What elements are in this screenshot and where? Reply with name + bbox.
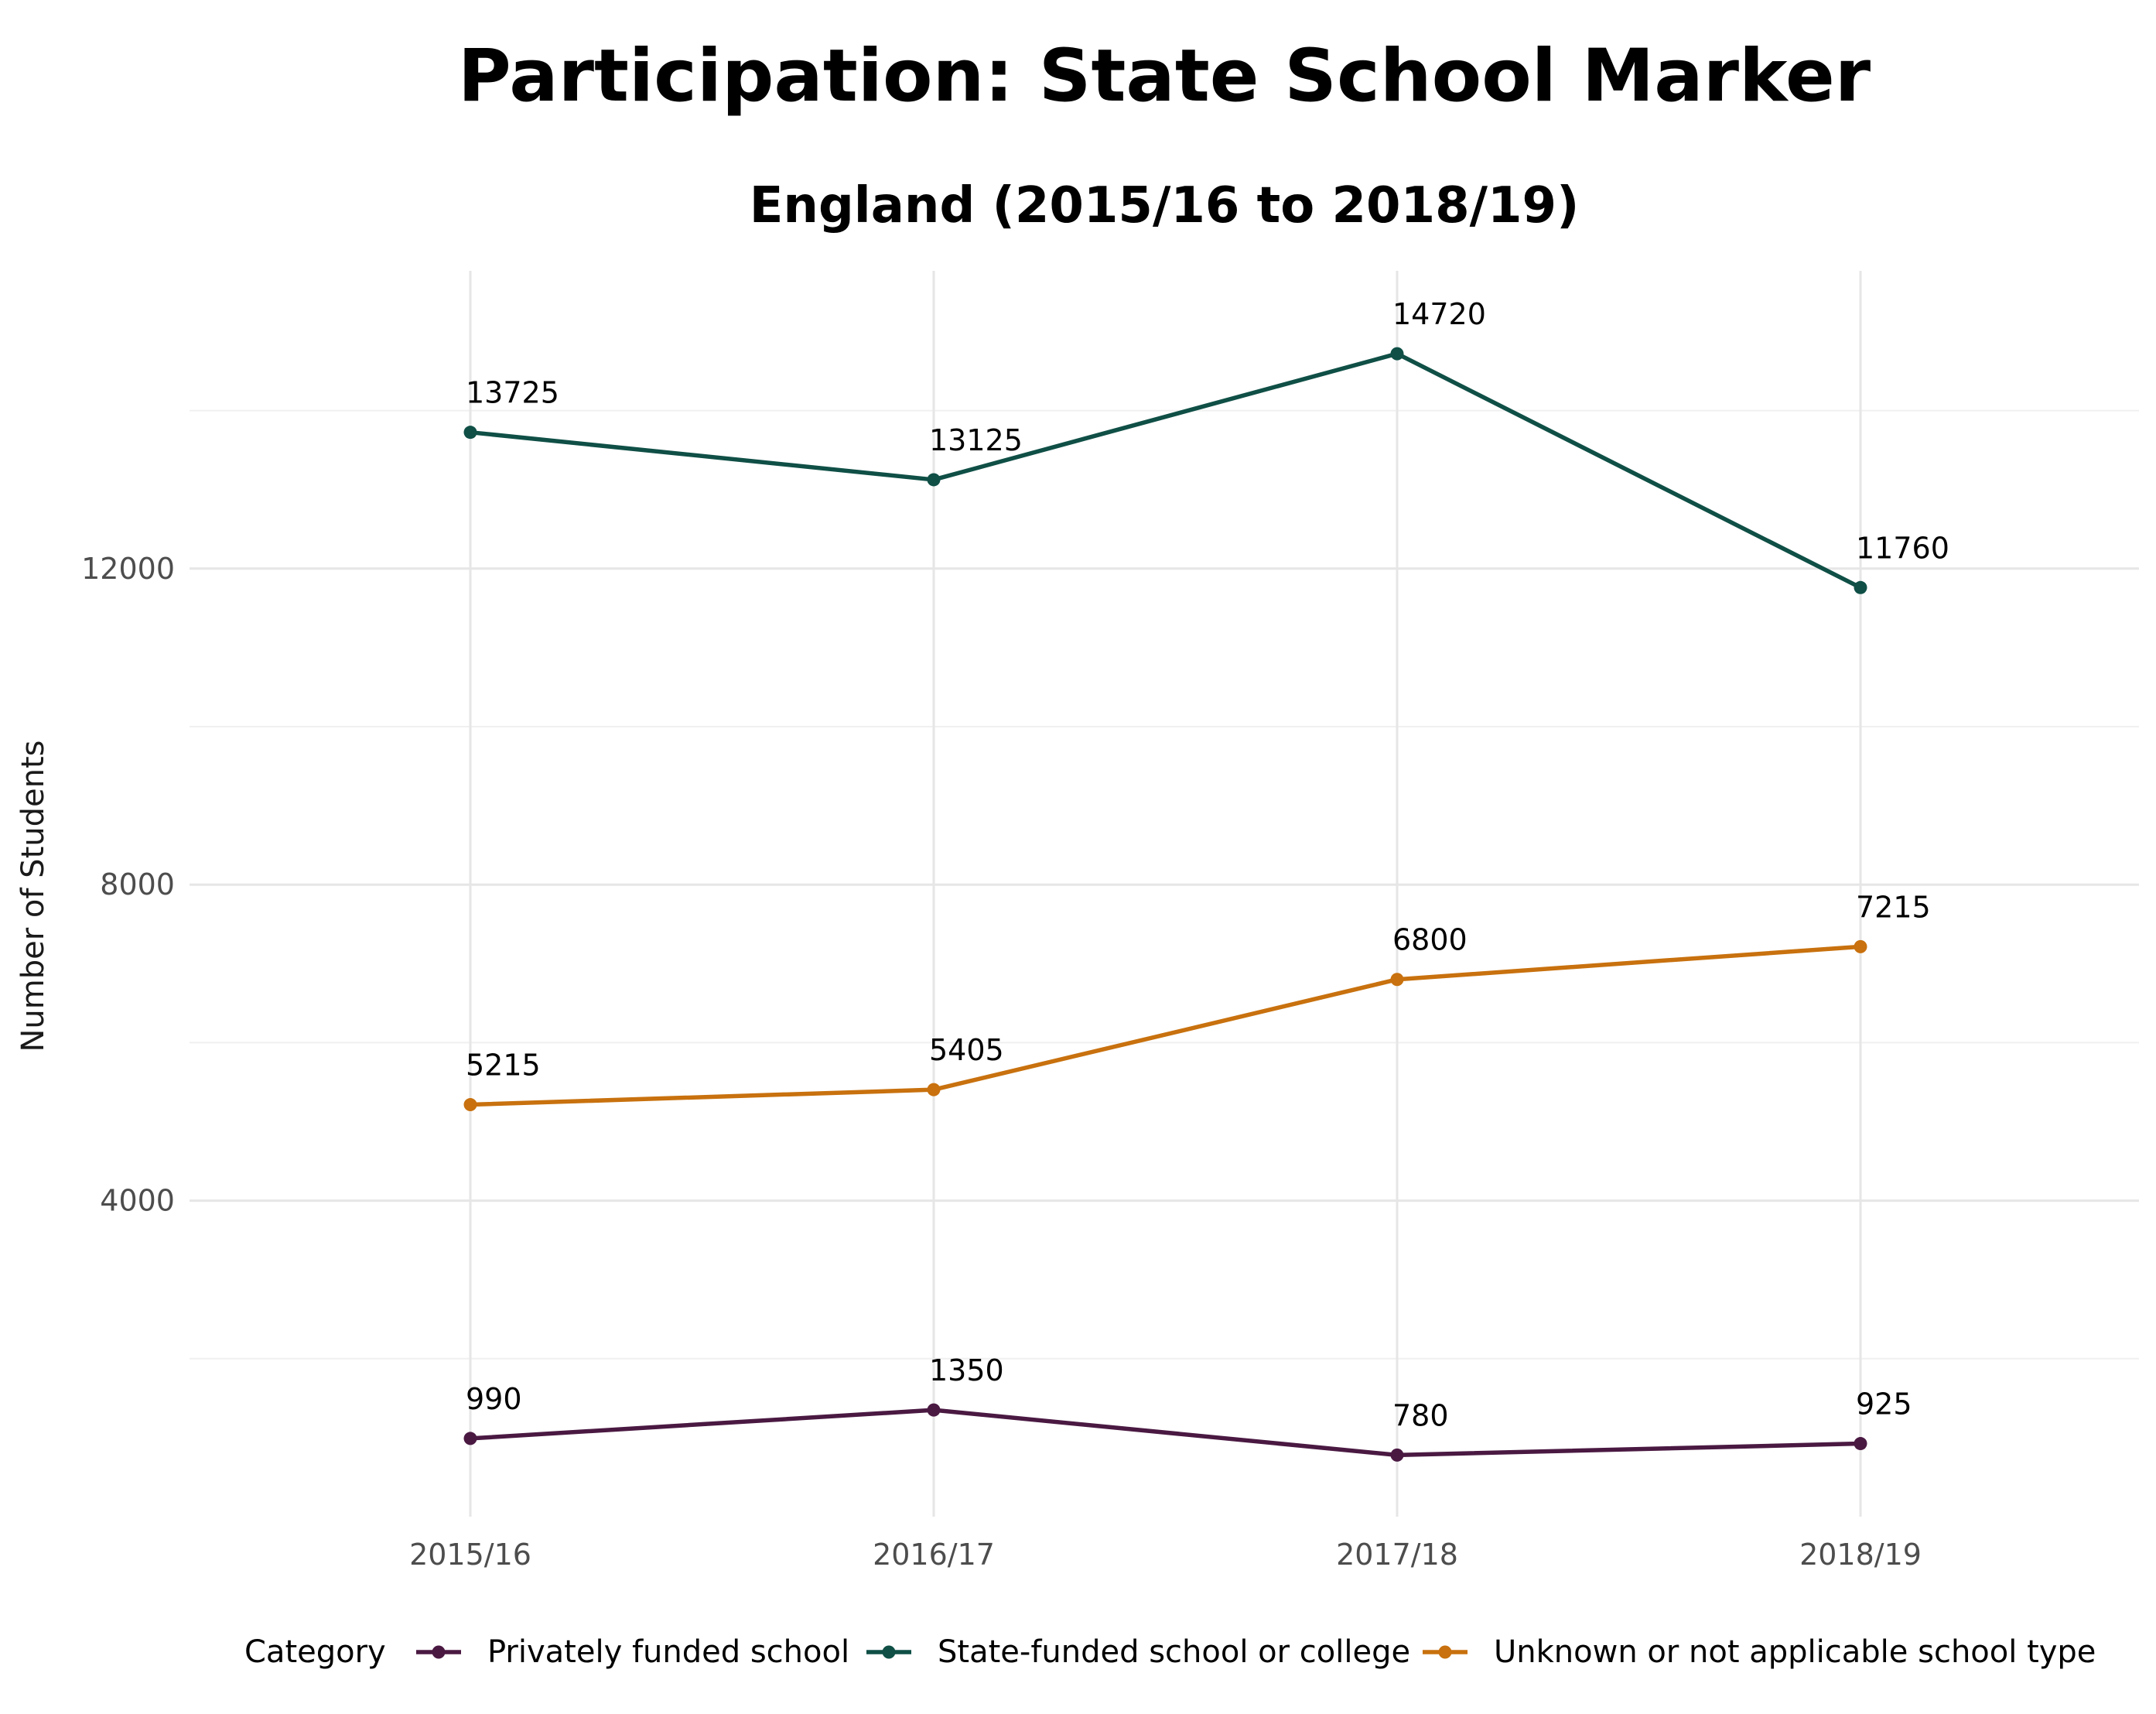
data-point [1390,973,1404,987]
x-tick-label: 2018/19 [1799,1538,1922,1572]
data-label: 1350 [929,1353,1004,1387]
data-label: 990 [466,1382,522,1416]
series-layer: 990 1350 780 925 13725 13125 14720 11760 5215 540… [463,297,1949,1462]
series-line [470,1408,1861,1458]
data-label: 14720 [1392,297,1486,331]
legend-key-point [882,1645,896,1659]
data-point [1390,1448,1404,1462]
legend-item: State-funded school or college [866,1634,1410,1670]
x-axis-ticks: 2015/16 2016/17 2017/18 2018/19 [409,1538,1922,1572]
legend-label: Unknown or not applicable school type [1494,1634,2096,1670]
data-point [463,1098,477,1112]
data-label: 6800 [1392,923,1468,957]
data-label: 5405 [929,1033,1004,1067]
x-tick-label: 2016/17 [873,1538,995,1572]
series-line [470,944,1861,1107]
grid [190,271,2139,1517]
data-point [927,1403,941,1417]
legend-item: Privately funded school [416,1634,849,1670]
data-point [927,473,941,487]
data-label: 5215 [466,1049,541,1083]
y-tick-label: 8000 [100,867,175,901]
data-label: 7215 [1856,890,1931,924]
data-point [463,426,477,440]
x-tick-label: 2017/18 [1336,1538,1458,1572]
y-axis-ticks: 4000 8000 12000 [81,552,175,1218]
data-point [927,1083,941,1096]
data-point [1390,347,1404,361]
data-label: 925 [1856,1387,1912,1421]
x-tick-label: 2015/16 [409,1538,531,1572]
legend-label: State-funded school or college [938,1634,1410,1670]
data-label: 13725 [466,376,559,410]
y-axis-label: Number of Students [15,741,51,1052]
data-point [1854,580,1867,594]
data-point [1854,1437,1867,1451]
legend-key-point [432,1645,446,1659]
series-2: 13725 13125 14720 11760 [463,297,1949,594]
legend: Category Privately funded school State-fu… [244,1634,2096,1670]
chart-title: Participation: State School Marker [458,34,1871,118]
data-label: 11760 [1856,531,1949,565]
legend-title: Category [244,1634,386,1670]
series-3: 5215 5405 6800 7215 [463,890,1931,1112]
series-1: 990 1350 780 925 [463,1353,1912,1462]
y-tick-label: 4000 [100,1184,175,1218]
data-point [463,1432,477,1445]
legend-item: Unknown or not applicable school type [1423,1634,2096,1670]
series-line [470,351,1862,590]
chart-subtitle: England (2015/16 to 2018/19) [750,177,1580,234]
legend-label: Privately funded school [487,1634,849,1670]
legend-key-point [1438,1645,1452,1659]
y-tick-label: 12000 [81,552,175,586]
data-label: 13125 [929,423,1023,457]
data-point [1854,939,1867,953]
data-label: 780 [1392,1398,1449,1432]
